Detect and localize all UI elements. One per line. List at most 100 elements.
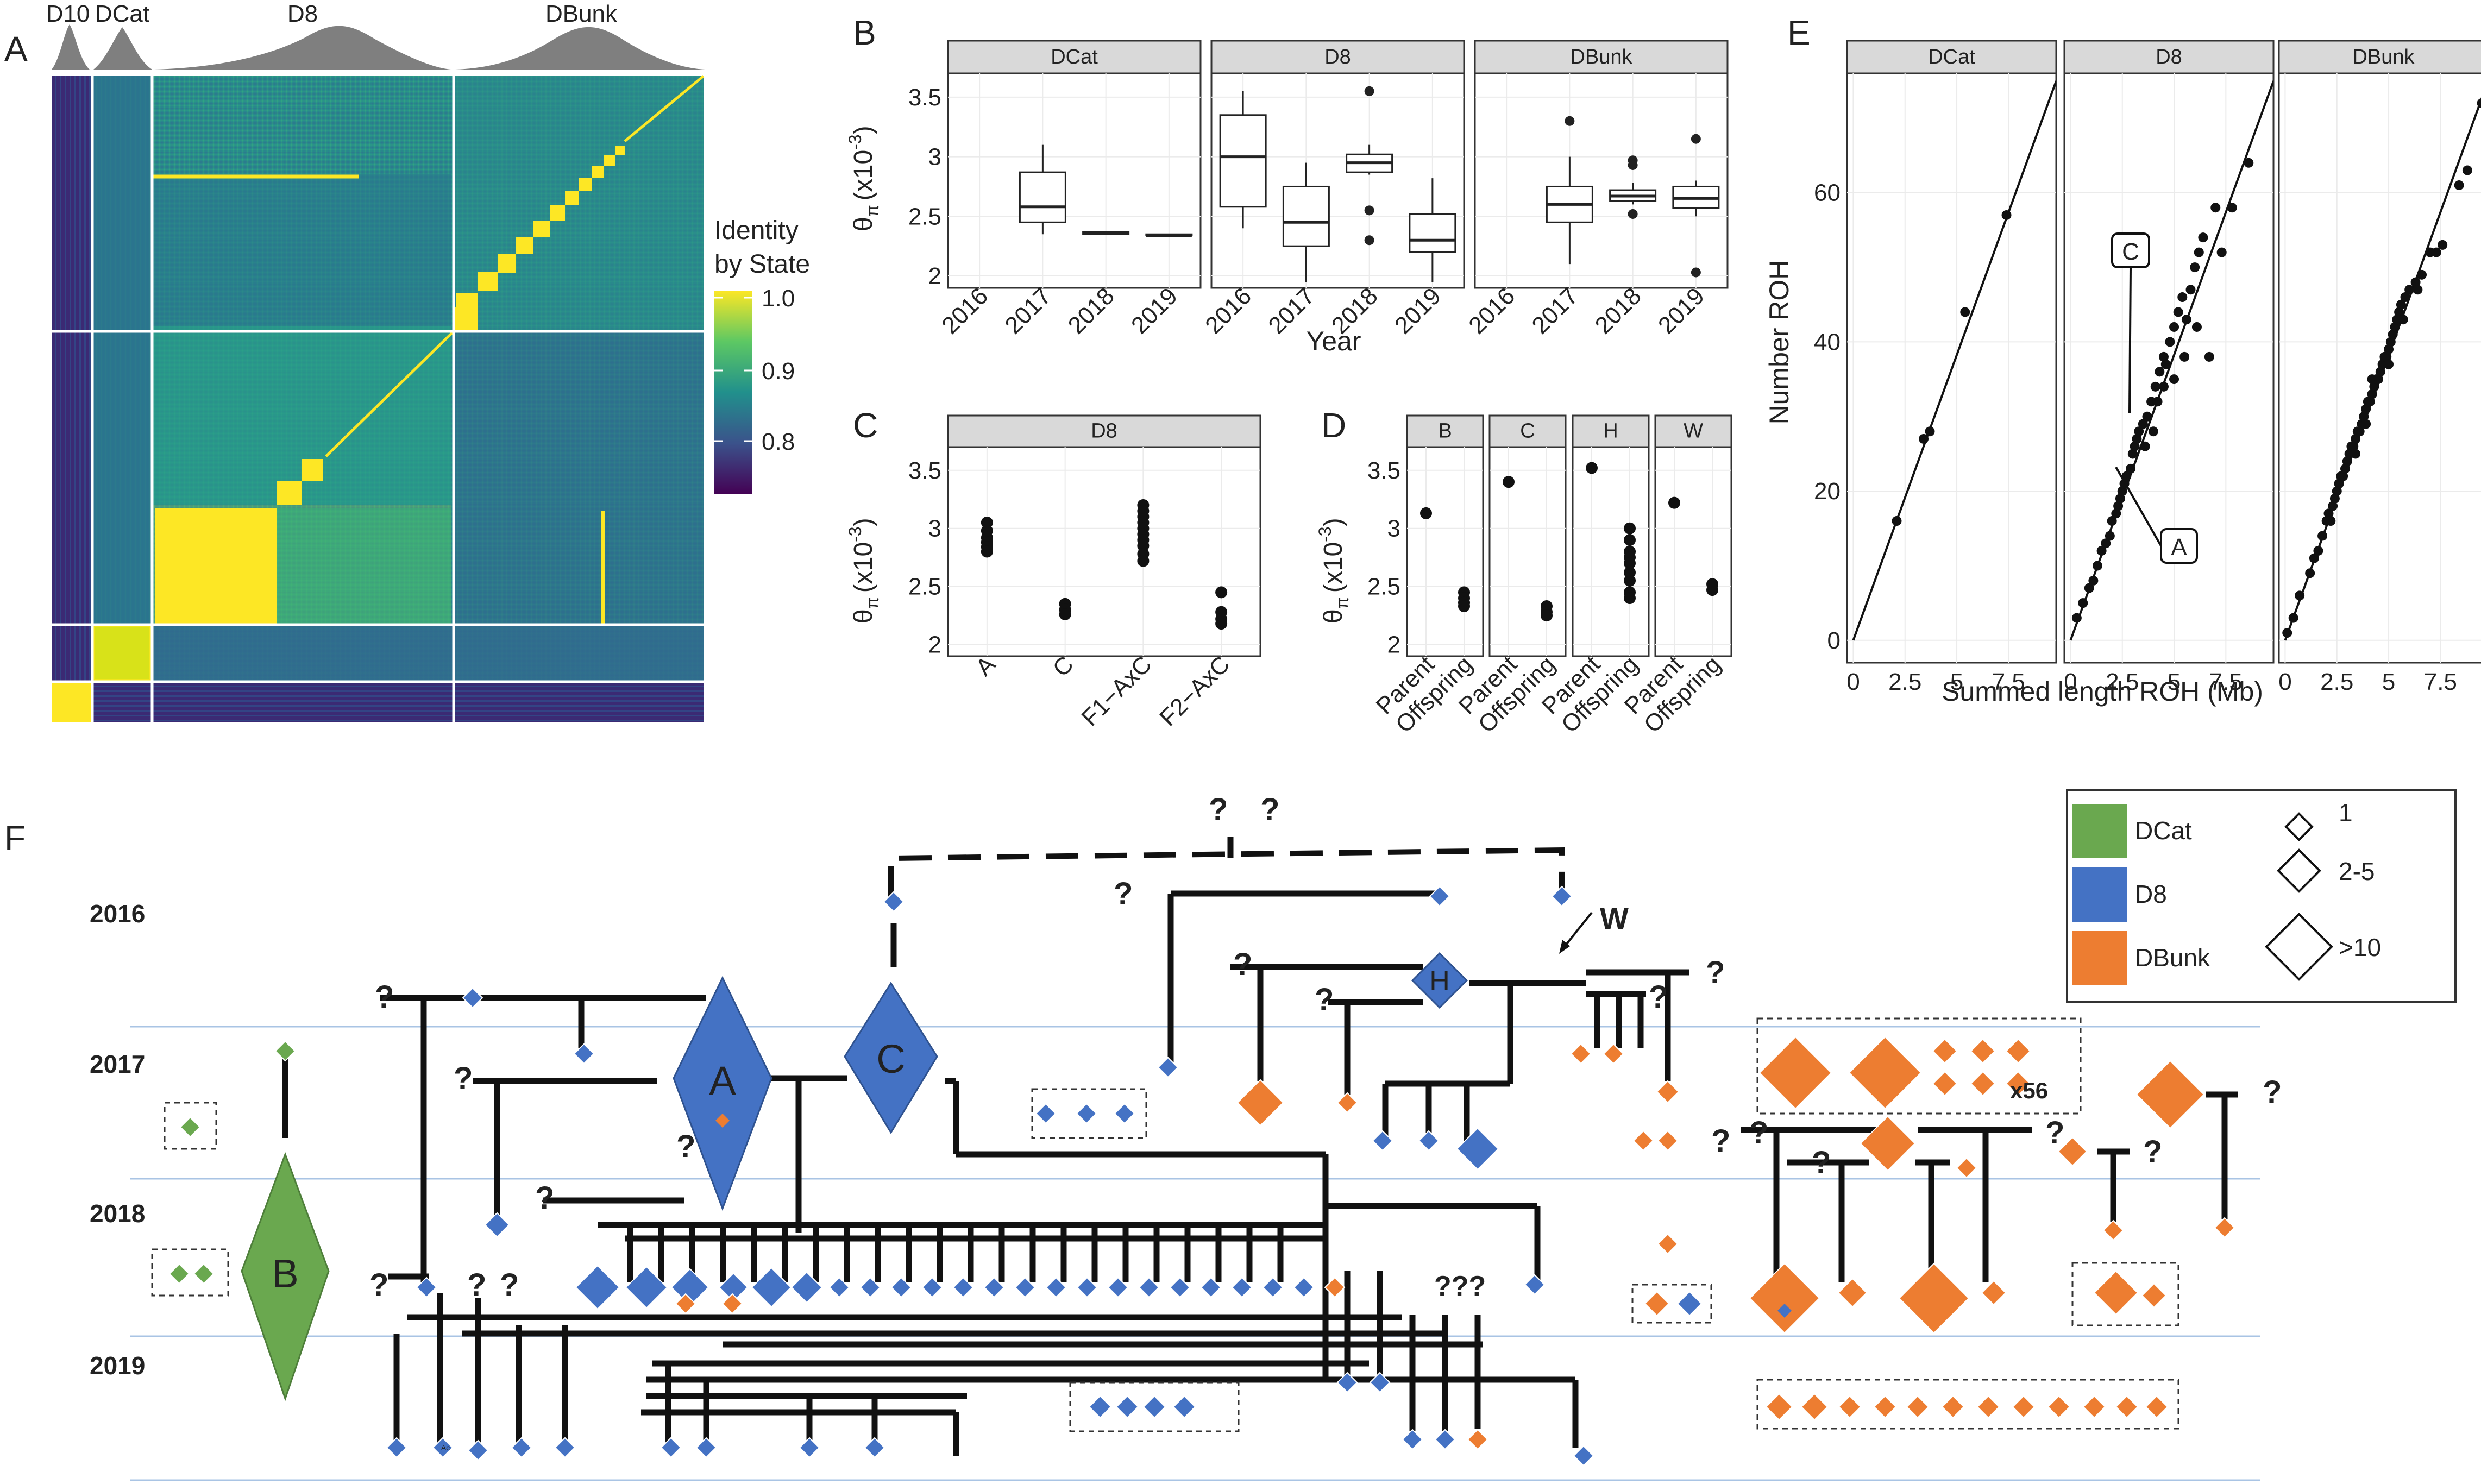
y-tick-label: 3 [928, 515, 941, 542]
point [2138, 419, 2148, 429]
pedigree-node [1632, 1130, 1654, 1152]
pedigree-legend: DCat D8 DBunk 1 2-5 >10 [2066, 789, 2457, 1003]
pedigree-node [1115, 1395, 1139, 1419]
panel-d-letter: D [1321, 406, 1346, 445]
pedigree-node [1524, 1274, 1546, 1296]
point [2354, 426, 2365, 437]
facet-strip [1488, 414, 1567, 448]
point [2413, 285, 2423, 295]
pedigree-node [675, 1293, 696, 1315]
point [2282, 628, 2292, 638]
point [1624, 522, 1636, 535]
point [2313, 545, 2323, 556]
facet-plot [947, 72, 1202, 289]
year-2019: 2019 [90, 1351, 145, 1380]
pedigree-node [1088, 1395, 1112, 1419]
box-outlier [1364, 235, 1374, 246]
x-tick-label: 2.5 [2106, 669, 2139, 695]
point [2125, 463, 2135, 474]
pedigree-node [1970, 1071, 1996, 1097]
y-tick-label: 3.5 [908, 457, 941, 484]
point [2388, 329, 2398, 339]
point [2127, 449, 2138, 459]
colorbar-title-line2: by State [714, 250, 810, 279]
facet-strip-label: DCat [1051, 46, 1098, 68]
point [2323, 508, 2334, 519]
pedigree-node [1941, 1395, 1965, 1419]
box [1282, 185, 1330, 247]
legend-swatch-dcat [2072, 804, 2127, 858]
facet-strip [947, 414, 1261, 448]
x-tick-label: 2.5 [1888, 669, 1921, 695]
svg-text:θπ(x10-3): θπ(x10-3) [845, 125, 882, 231]
pedigree-node [983, 1277, 1005, 1298]
unknown-parent-mark: ? [1812, 1145, 1831, 1180]
pedigree-node [2093, 1270, 2139, 1316]
point [2462, 165, 2472, 175]
point [2134, 426, 2144, 437]
pedigree-node [1800, 1393, 1829, 1421]
node-label-ac: Ac [441, 1443, 450, 1452]
pedigree-node [168, 1263, 190, 1285]
point [2400, 292, 2410, 303]
pedigree-node [883, 891, 905, 913]
y-tick-label: 3 [928, 144, 941, 171]
point [2204, 351, 2214, 362]
ibs-diagonal [624, 75, 705, 142]
panel-c-ylabel: θπ(x10-3) [845, 518, 882, 624]
unknown-parent-mark: ? [375, 979, 394, 1015]
year-2016: 2016 [90, 900, 145, 928]
x-tick-label: 2016 [937, 282, 993, 339]
point [2117, 486, 2127, 496]
point [1706, 584, 1718, 596]
point [2113, 501, 2124, 511]
pedigree-node [179, 1116, 201, 1138]
pedigree-node [2115, 1395, 2139, 1419]
svg-text:C: C [876, 1036, 905, 1081]
unknown-triple: ??? [1434, 1271, 1486, 1302]
y-tick-label: 3.5 [1367, 457, 1400, 484]
point [1624, 574, 1636, 587]
point [2121, 471, 2132, 481]
legend-swatch-d8 [2072, 867, 2127, 922]
point [2329, 493, 2340, 504]
facet-strip-label: D8 [1324, 46, 1351, 68]
point [2169, 322, 2179, 332]
x-tick-label: 7.5 [1992, 669, 2025, 695]
point [2396, 299, 2406, 310]
ibs-block [533, 221, 550, 237]
colorbar-tick-0.9: 0.9 [762, 358, 795, 385]
ibs-block [454, 307, 478, 331]
point [2101, 538, 2111, 549]
callout-a: A [2115, 467, 2198, 564]
pedigree-node [416, 1277, 437, 1298]
x-tick-label: 2019 [1126, 282, 1183, 339]
point [2295, 590, 2305, 601]
pedigree-node [2005, 1071, 2031, 1097]
unknown-parent-mark: ? [500, 1267, 519, 1303]
pedigree-node [1369, 1372, 1391, 1393]
point [1059, 608, 1071, 620]
pedigree-node [695, 1437, 717, 1458]
legend-size-1 [2284, 812, 2314, 841]
facet-plot [1488, 446, 1567, 657]
facet-strip-label: DBunk [2352, 46, 2415, 68]
point [1668, 496, 1680, 509]
pedigree-node [554, 1437, 576, 1458]
pedigree-node [1142, 1395, 1166, 1419]
pedigree-node [1932, 1038, 1958, 1064]
facet-strip [1406, 414, 1484, 448]
pedigree-node [1573, 1445, 1594, 1467]
facet-strip-label: C [1520, 420, 1535, 443]
legend-label-dcat: DCat [2135, 816, 2192, 845]
pedigree-node [386, 1437, 407, 1458]
box-outlier [1565, 116, 1575, 126]
facet-strip [1474, 40, 1729, 74]
x-tick-label: 2016 [1200, 282, 1257, 339]
point [2190, 262, 2200, 273]
pedigree-node [890, 1277, 912, 1298]
pedigree-node [1981, 1280, 2007, 1306]
point [2088, 575, 2099, 586]
